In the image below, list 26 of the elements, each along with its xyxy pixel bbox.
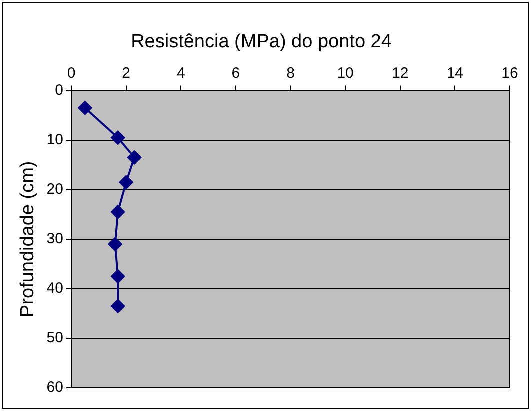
x-tick-label: 2 [122, 64, 130, 82]
x-tick-label: 12 [392, 64, 409, 82]
x-tick-label: 16 [502, 64, 518, 82]
y-tick-label: 50 [46, 330, 64, 347]
point [108, 237, 122, 252]
y-tick-label: 20 [46, 181, 64, 198]
x-tick-label: 8 [286, 64, 295, 82]
point [111, 130, 126, 145]
y-tick-label: 30 [46, 230, 64, 248]
x-tick-label: 14 [446, 64, 464, 82]
y-tick-label: 40 [46, 280, 64, 298]
point [78, 101, 92, 116]
y-tick-label: 60 [46, 379, 64, 396]
y-axis-title: Profundidade (cm) [18, 161, 39, 318]
chart-title: Resistência (MPa) do ponto 24 [131, 32, 392, 53]
point [111, 270, 126, 284]
point [128, 150, 142, 165]
x-tick-label: 6 [232, 64, 240, 82]
point [111, 299, 126, 314]
x-tick-label: 0 [67, 64, 76, 82]
point [119, 175, 134, 190]
x-tick-label: 4 [176, 64, 186, 82]
x-tick-label: 10 [337, 64, 354, 82]
y-tick-label: 10 [46, 131, 64, 148]
y-tick-label: 0 [55, 82, 64, 99]
point [111, 205, 126, 220]
